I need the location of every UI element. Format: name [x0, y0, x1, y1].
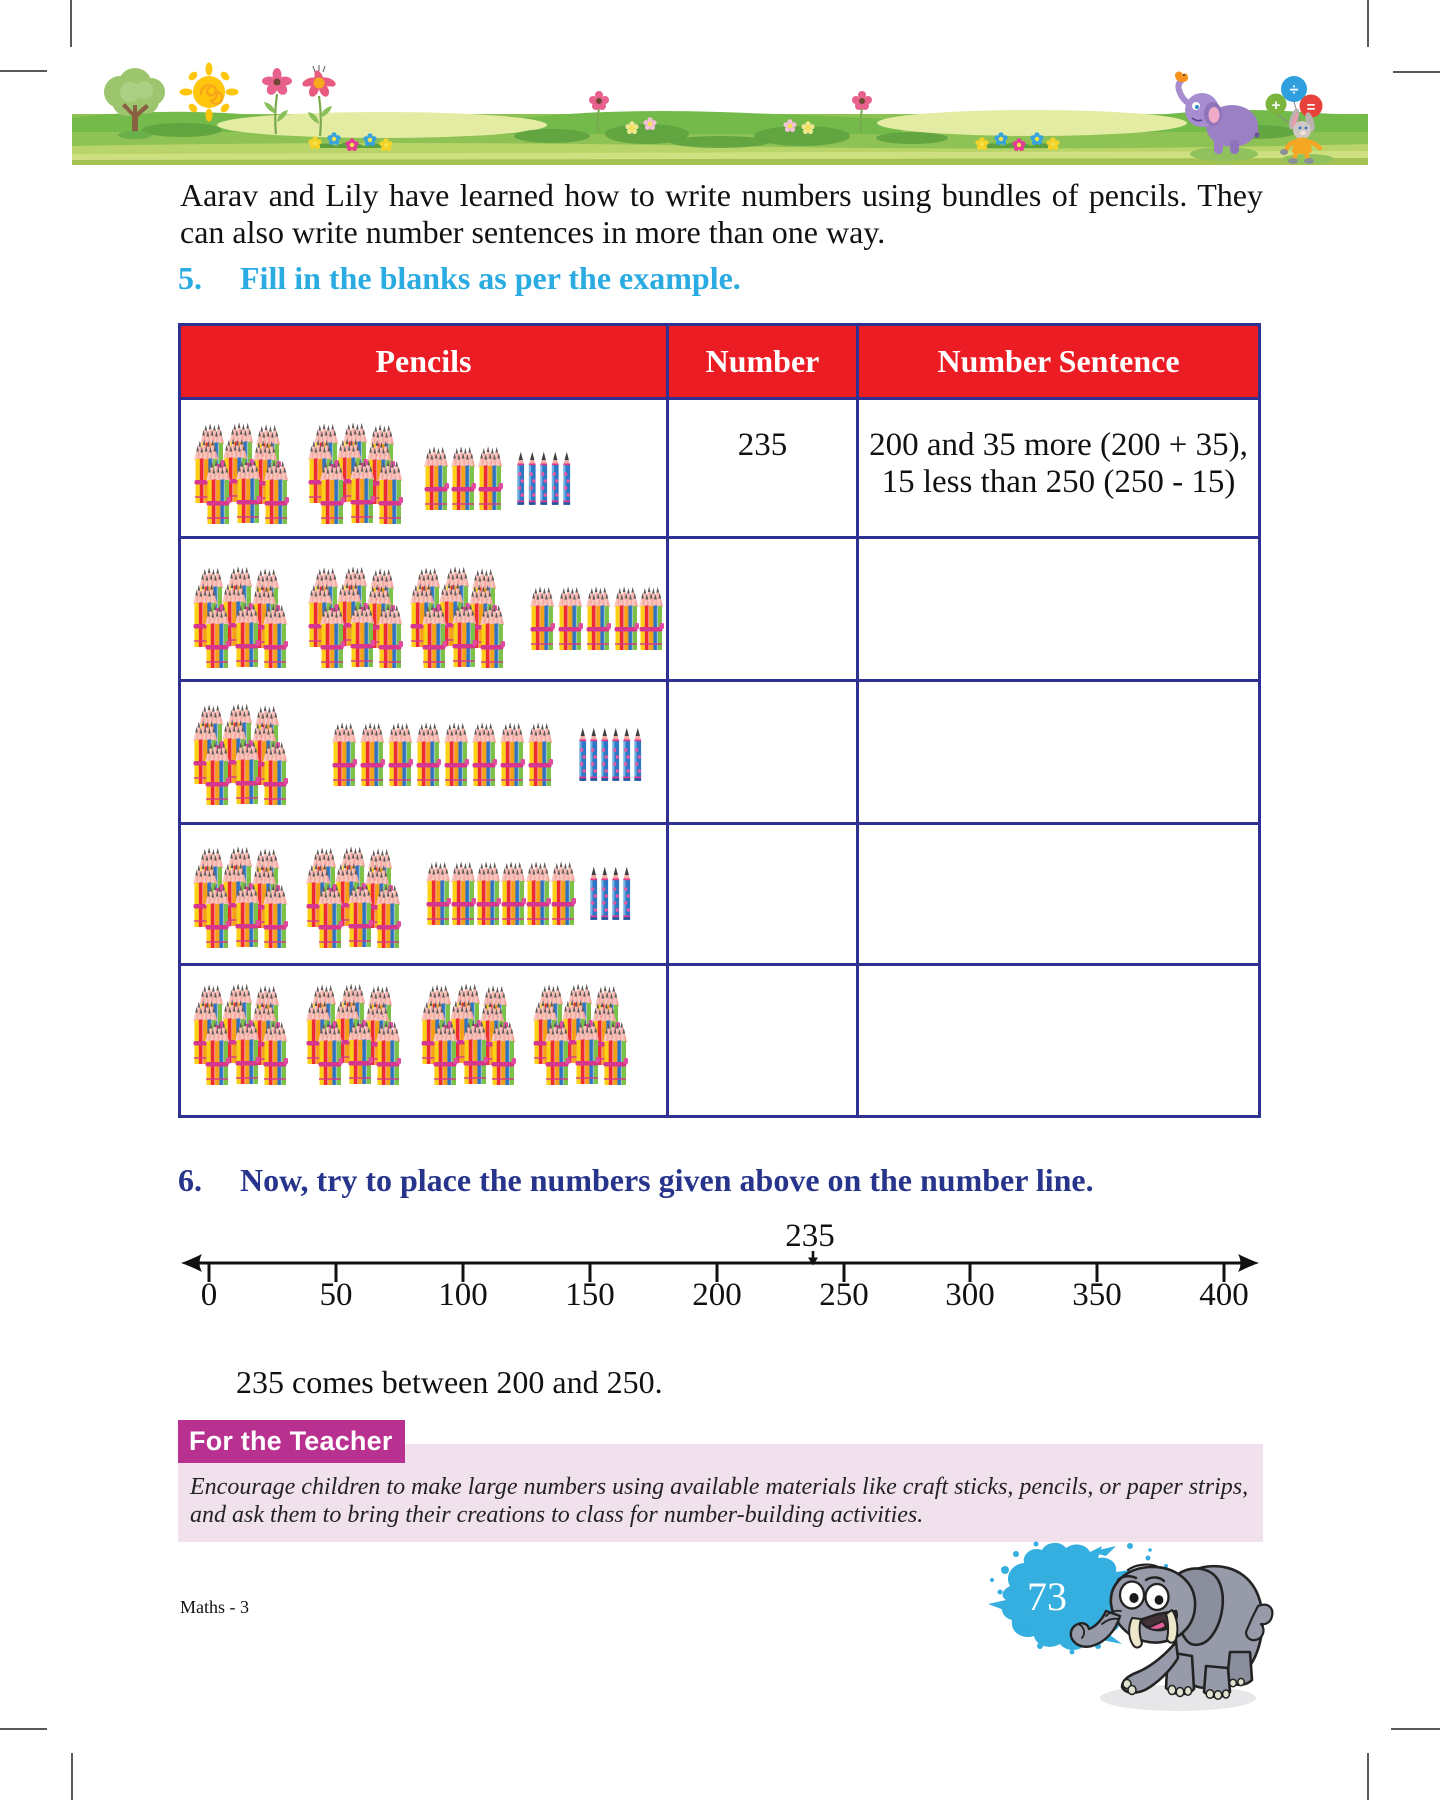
svg-text:400: 400 — [1199, 1277, 1249, 1313]
svg-text:300: 300 — [945, 1277, 995, 1313]
svg-text:235: 235 — [785, 1218, 835, 1254]
svg-text:=: = — [1307, 99, 1316, 116]
svg-text:150: 150 — [565, 1277, 615, 1313]
svg-text:250: 250 — [819, 1277, 869, 1313]
svg-text:200: 200 — [692, 1277, 742, 1313]
svg-text:+: + — [1272, 97, 1281, 114]
svg-text:350: 350 — [1072, 1277, 1122, 1313]
svg-text:÷: ÷ — [1290, 82, 1299, 99]
svg-text:73: 73 — [1027, 1574, 1067, 1619]
svg-text:100: 100 — [438, 1277, 488, 1313]
svg-text:0: 0 — [201, 1277, 218, 1313]
svg-text:50: 50 — [320, 1277, 353, 1313]
